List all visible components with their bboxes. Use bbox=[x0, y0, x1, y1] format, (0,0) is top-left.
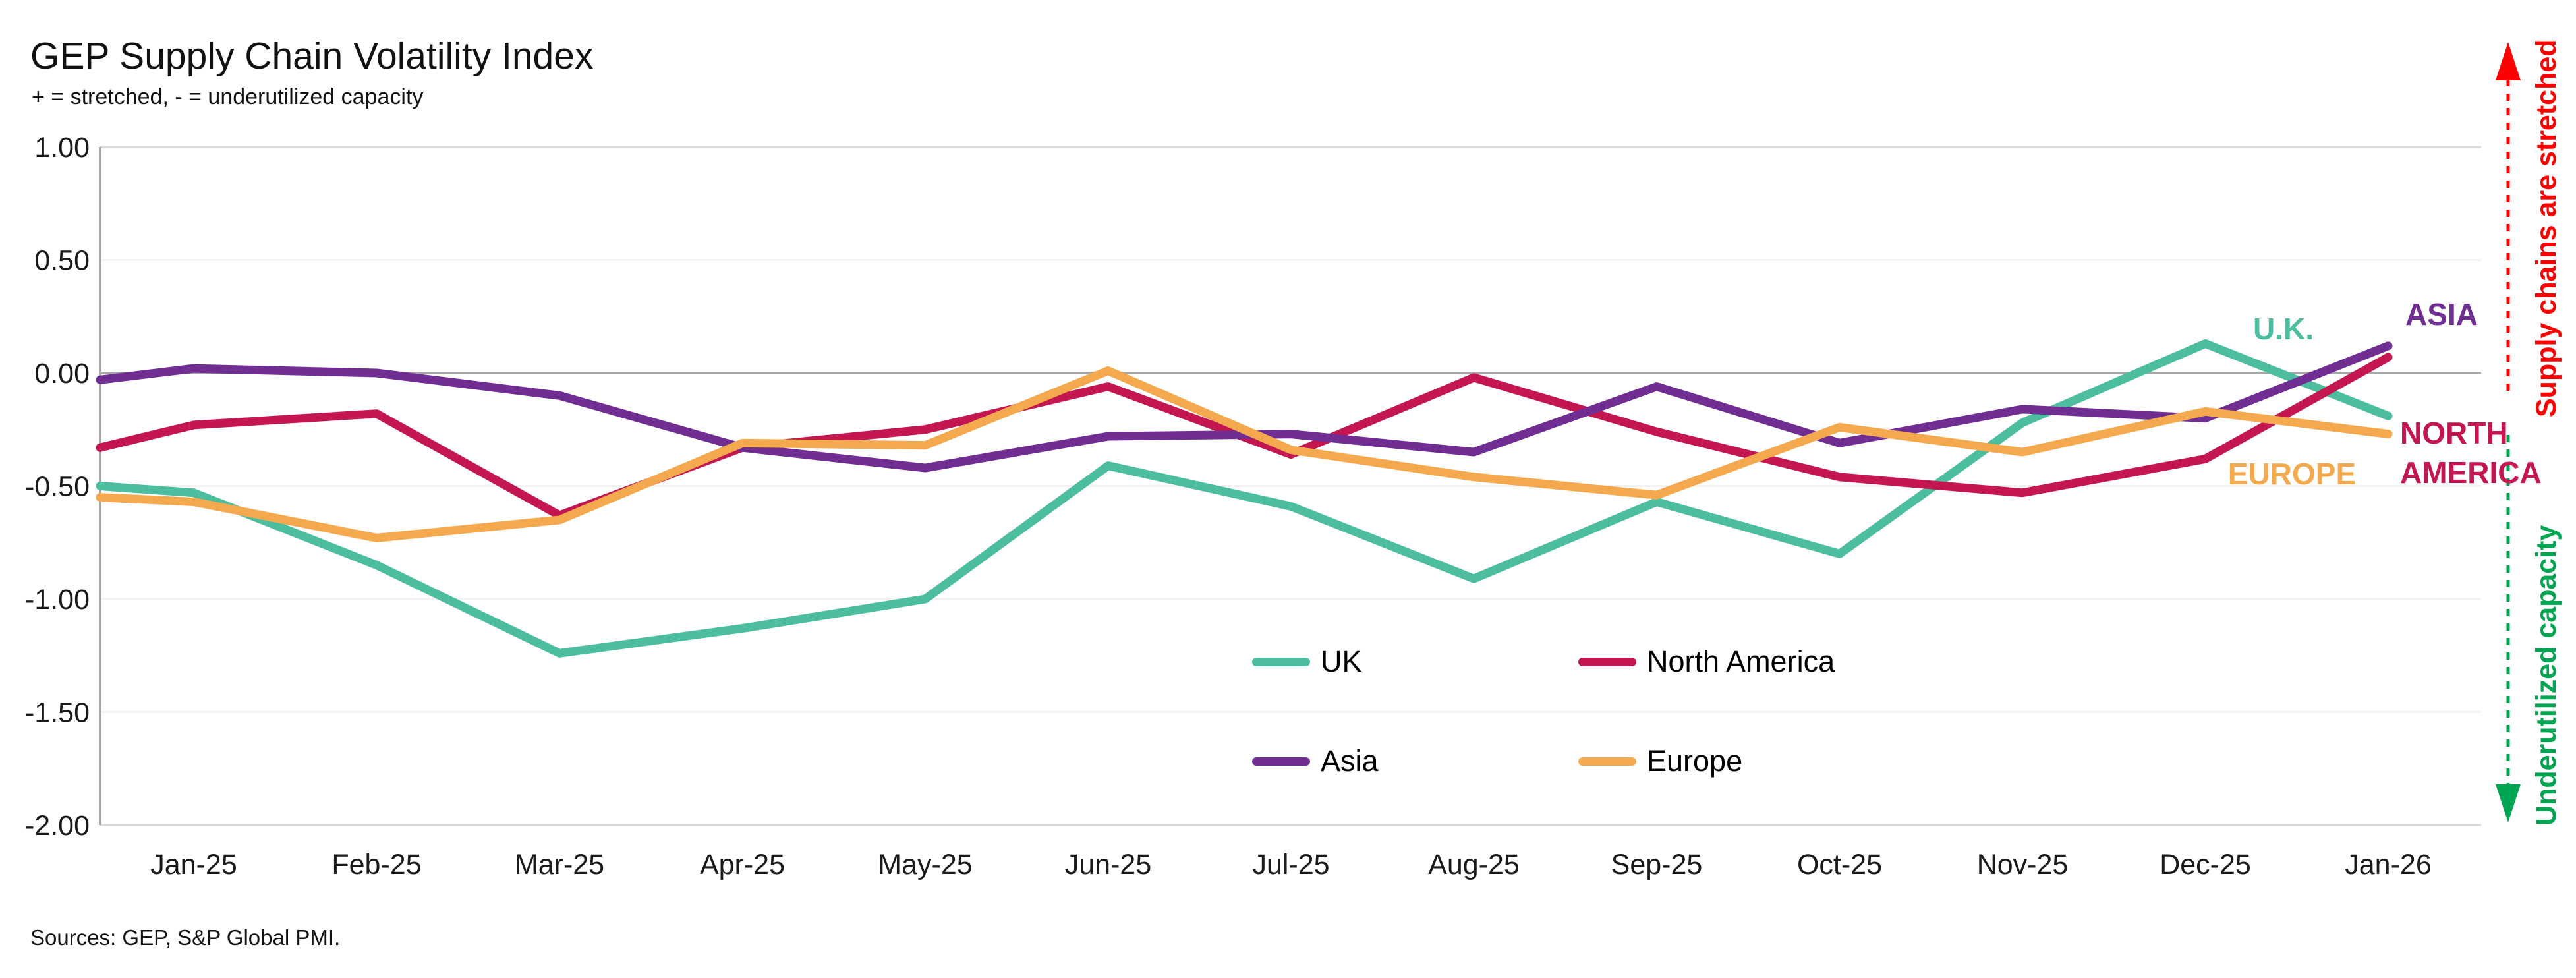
x-axis-tick-label: Dec-25 bbox=[2160, 849, 2251, 880]
series-line-north-america bbox=[96, 353, 2393, 520]
legend-swatch bbox=[1252, 757, 1310, 766]
series-line-asia bbox=[96, 341, 2393, 473]
x-axis-tick-label: Oct-25 bbox=[1797, 849, 1882, 880]
legend-swatch bbox=[1252, 657, 1310, 666]
legend-item-asia: Asia bbox=[1252, 744, 1379, 778]
end-label-europe: EUROPE bbox=[2227, 457, 2357, 491]
x-axis-tick-label: Jan-26 bbox=[2345, 849, 2431, 880]
underutilized-arrow-arrowhead bbox=[2496, 784, 2521, 822]
x-axis-tick-label: Sep-25 bbox=[1611, 849, 1703, 880]
x-axis-tick-label: Apr-25 bbox=[700, 849, 785, 880]
end-label-north-america: NORTH AMERICA bbox=[2400, 416, 2542, 490]
x-axis-tick-label: Jun-25 bbox=[1065, 849, 1151, 880]
legend-item-uk: UK bbox=[1252, 645, 1362, 678]
x-axis-tick-label: May-25 bbox=[878, 849, 972, 880]
x-axis-tick-label: Feb-25 bbox=[331, 849, 421, 880]
series-line-europe bbox=[96, 366, 2393, 542]
legend-label: Asia bbox=[1321, 744, 1379, 778]
series-line-uk bbox=[96, 339, 2393, 658]
stretched-annotation: Supply chains are stretched bbox=[2531, 39, 2562, 417]
legend-item-north-america: North America bbox=[1578, 645, 1835, 678]
legend-label: UK bbox=[1321, 645, 1362, 678]
end-label-uk: U.K. bbox=[2253, 312, 2314, 346]
y-axis-tick-label: 1.00 bbox=[34, 132, 90, 163]
x-axis-tick-label: Mar-25 bbox=[515, 849, 604, 880]
y-axis-tick-label: -0.50 bbox=[25, 471, 90, 503]
y-axis-tick-label: -2.00 bbox=[25, 810, 90, 842]
legend-label: Europe bbox=[1647, 744, 1743, 778]
legend-item-europe: Europe bbox=[1578, 744, 1743, 778]
page-subtitle: + = stretched, - = underutilized capacit… bbox=[32, 84, 424, 109]
stretched-arrow-arrowhead bbox=[2496, 42, 2521, 80]
x-axis-tick-label: Jan-25 bbox=[150, 849, 237, 880]
x-axis-tick-label: Jul-25 bbox=[1252, 849, 1329, 880]
page-title: GEP Supply Chain Volatility Index bbox=[30, 35, 594, 77]
underutilized-annotation: Underutilized capacity bbox=[2531, 525, 2562, 826]
y-axis-tick-label: -1.50 bbox=[25, 697, 90, 729]
y-axis-tick-label: 0.50 bbox=[34, 245, 90, 277]
legend-swatch bbox=[1578, 757, 1636, 766]
source-note: Sources: GEP, S&P Global PMI. bbox=[30, 925, 341, 950]
y-axis-tick-label: 0.00 bbox=[34, 358, 90, 389]
x-axis-tick-label: Nov-25 bbox=[1977, 849, 2069, 880]
legend-label: North America bbox=[1647, 645, 1835, 678]
legend-swatch bbox=[1578, 657, 1636, 666]
x-axis-tick-label: Aug-25 bbox=[1428, 849, 1520, 880]
y-axis-tick-label: -1.00 bbox=[25, 584, 90, 616]
end-label-asia: ASIA bbox=[2405, 297, 2478, 331]
